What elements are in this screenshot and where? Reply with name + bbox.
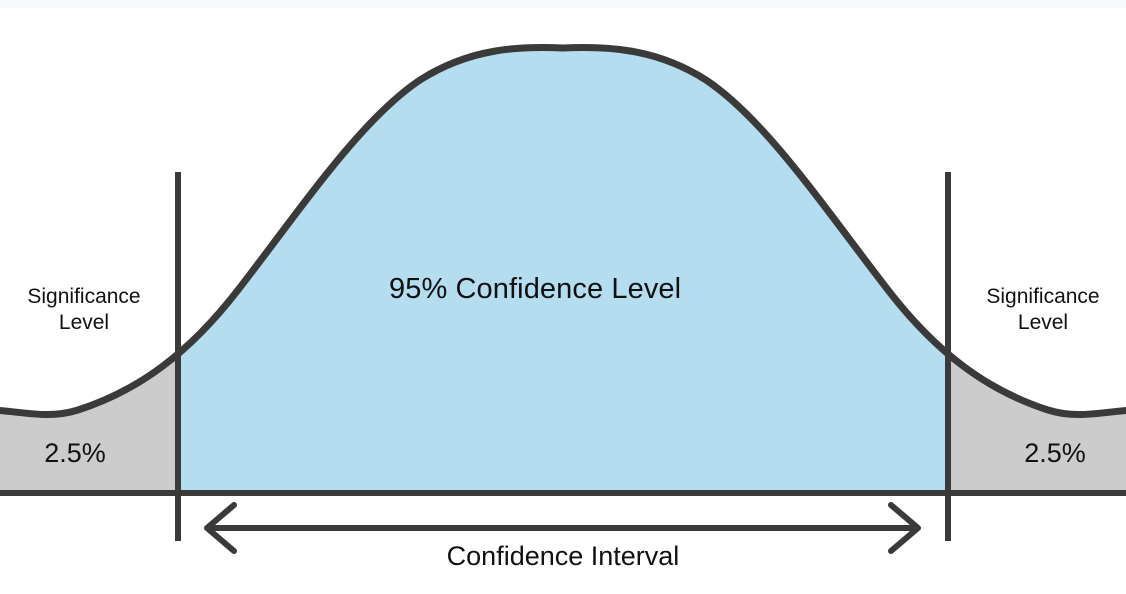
arrow-head-left-icon <box>204 502 237 554</box>
confidence-level-label: 95% Confidence Level <box>389 273 682 305</box>
significance-level-label-left: Significance Level <box>27 285 141 334</box>
confidence-interval-region <box>178 47 948 493</box>
normal-distribution-curve <box>0 43 1126 418</box>
confidence-interval-label: Confidence Interval <box>446 541 680 571</box>
tail-percent-label-left: 2.5% <box>44 438 106 468</box>
arrow-head-right-icon <box>888 502 921 554</box>
top-edge-strip <box>0 0 1126 8</box>
tail-percent-label-right: 2.5% <box>1024 438 1086 468</box>
confidence-interval-arrow <box>204 502 921 554</box>
significance-level-label-right: Significance Level <box>986 285 1100 334</box>
